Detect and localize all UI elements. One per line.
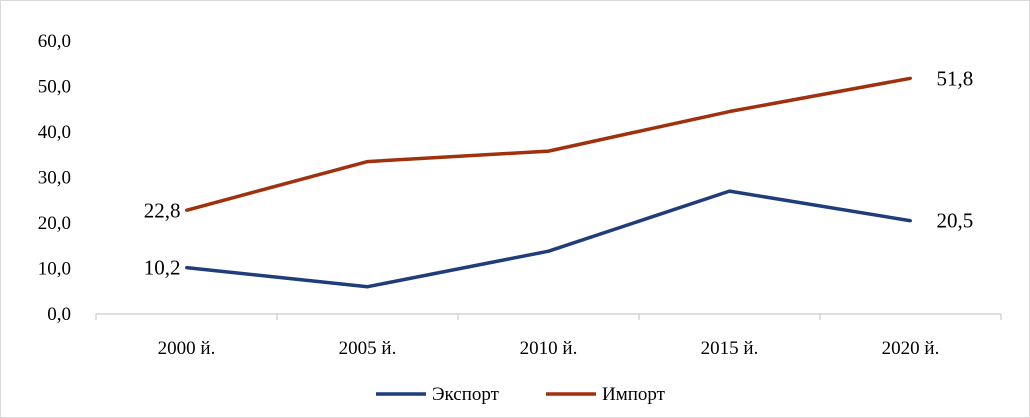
x-tick-label: 2005 й. xyxy=(339,338,397,359)
data-point xyxy=(547,149,550,153)
y-tick-label: 40,0 xyxy=(38,122,71,143)
series-export xyxy=(185,189,912,289)
data-point xyxy=(185,208,188,212)
y-tick-label: 60,0 xyxy=(38,31,71,52)
data-point xyxy=(547,249,550,253)
y-tick-label: 10,0 xyxy=(38,259,71,280)
data-labels: 10,2 20,5 22,8 51,8 xyxy=(144,66,974,279)
x-tick-label: 2000 й. xyxy=(158,338,216,359)
y-tick-label: 0,0 xyxy=(47,304,71,325)
series-line xyxy=(186,189,911,289)
series-import xyxy=(185,76,912,212)
data-point xyxy=(366,285,369,289)
legend: Экспорт Импорт xyxy=(376,384,666,405)
data-label: 10,2 xyxy=(144,256,181,280)
data-point xyxy=(185,266,188,270)
data-label: 20,5 xyxy=(937,209,974,233)
data-point xyxy=(909,76,912,80)
data-point xyxy=(728,189,731,193)
y-tick-label: 30,0 xyxy=(38,168,71,189)
series-layer xyxy=(185,76,912,289)
series-line xyxy=(186,76,911,212)
data-point xyxy=(366,160,369,164)
x-tick-label: 2020 й. xyxy=(882,338,940,359)
x-tick-label: 2015 й. xyxy=(701,338,759,359)
x-axis: 2000 й. 2005 й. 2010 й. 2015 й. 2020 й. xyxy=(95,313,1002,359)
legend-label: Экспорт xyxy=(432,384,500,405)
data-label: 51,8 xyxy=(937,66,974,90)
y-axis: 0,0 10,0 20,0 30,0 40,0 50,0 60,0 xyxy=(38,31,71,325)
legend-label: Импорт xyxy=(602,384,666,405)
y-tick-label: 20,0 xyxy=(38,213,71,234)
data-point xyxy=(728,110,731,114)
data-label: 22,8 xyxy=(144,198,181,222)
data-point xyxy=(909,219,912,223)
x-tick-label: 2010 й. xyxy=(520,338,578,359)
y-tick-label: 50,0 xyxy=(38,77,71,98)
